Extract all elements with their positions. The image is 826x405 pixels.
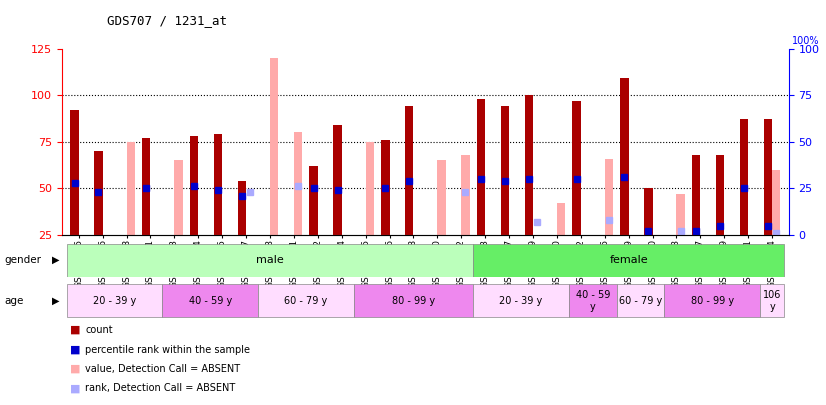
Bar bbox=[70, 110, 78, 235]
Text: 40 - 59
y: 40 - 59 y bbox=[576, 290, 610, 311]
Bar bbox=[381, 140, 390, 235]
Text: ■: ■ bbox=[70, 345, 81, 354]
Bar bbox=[294, 132, 302, 235]
Text: ▶: ▶ bbox=[52, 296, 60, 306]
Bar bbox=[473, 284, 569, 317]
Text: male: male bbox=[256, 255, 284, 265]
Bar bbox=[473, 244, 784, 277]
Bar bbox=[238, 181, 246, 235]
Bar bbox=[437, 160, 446, 235]
Bar bbox=[605, 158, 613, 235]
Bar bbox=[617, 284, 664, 317]
Text: 80 - 99 y: 80 - 99 y bbox=[392, 296, 435, 306]
Text: rank, Detection Call = ABSENT: rank, Detection Call = ABSENT bbox=[85, 384, 235, 393]
Bar bbox=[190, 136, 198, 235]
Bar bbox=[354, 284, 473, 317]
Bar bbox=[67, 284, 163, 317]
Text: gender: gender bbox=[4, 255, 41, 265]
Bar bbox=[760, 284, 784, 317]
Bar bbox=[620, 79, 629, 235]
Text: 100%: 100% bbox=[791, 36, 819, 46]
Text: value, Detection Call = ABSENT: value, Detection Call = ABSENT bbox=[85, 364, 240, 374]
Bar bbox=[174, 160, 183, 235]
Bar bbox=[525, 95, 533, 235]
Text: ■: ■ bbox=[70, 364, 81, 374]
Text: 20 - 39 y: 20 - 39 y bbox=[500, 296, 543, 306]
Bar bbox=[572, 101, 581, 235]
Bar bbox=[270, 58, 278, 235]
Text: age: age bbox=[4, 296, 23, 306]
Text: 106
y: 106 y bbox=[763, 290, 781, 311]
Text: 40 - 59 y: 40 - 59 y bbox=[188, 296, 232, 306]
Text: 20 - 39 y: 20 - 39 y bbox=[93, 296, 136, 306]
Bar bbox=[676, 194, 685, 235]
Text: 80 - 99 y: 80 - 99 y bbox=[691, 296, 733, 306]
Text: GDS707 / 1231_at: GDS707 / 1231_at bbox=[107, 14, 227, 27]
Bar bbox=[740, 119, 748, 235]
Text: percentile rank within the sample: percentile rank within the sample bbox=[85, 345, 250, 354]
Bar bbox=[310, 166, 318, 235]
Bar bbox=[67, 244, 473, 277]
Bar bbox=[405, 107, 414, 235]
Bar bbox=[94, 151, 102, 235]
Text: female: female bbox=[610, 255, 648, 265]
Bar bbox=[258, 284, 354, 317]
Bar bbox=[557, 203, 565, 235]
Bar bbox=[764, 119, 772, 235]
Text: 60 - 79 y: 60 - 79 y bbox=[619, 296, 662, 306]
Text: ■: ■ bbox=[70, 384, 81, 393]
Text: ▶: ▶ bbox=[52, 255, 60, 265]
Bar bbox=[716, 155, 724, 235]
Bar bbox=[366, 142, 374, 235]
Bar bbox=[334, 125, 342, 235]
Bar bbox=[501, 107, 509, 235]
Bar bbox=[461, 155, 470, 235]
Bar bbox=[569, 284, 617, 317]
Bar bbox=[163, 284, 258, 317]
Bar bbox=[214, 134, 222, 235]
Bar bbox=[126, 142, 135, 235]
Bar bbox=[692, 155, 700, 235]
Bar bbox=[142, 138, 150, 235]
Bar bbox=[477, 99, 485, 235]
Bar bbox=[644, 188, 653, 235]
Text: 60 - 79 y: 60 - 79 y bbox=[284, 296, 327, 306]
Bar bbox=[664, 284, 760, 317]
Text: ■: ■ bbox=[70, 325, 81, 335]
Text: count: count bbox=[85, 325, 112, 335]
Bar bbox=[772, 170, 781, 235]
